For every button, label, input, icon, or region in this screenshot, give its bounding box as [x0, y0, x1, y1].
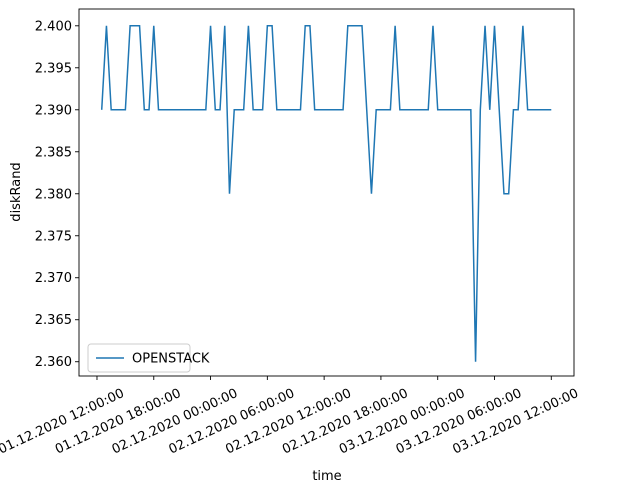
y-tick-label: 2.380: [35, 187, 72, 202]
y-tick-label: 2.365: [35, 313, 72, 328]
line: [100, 25, 552, 362]
y-tick-label: 2.400: [35, 19, 72, 34]
legend-box: [87, 343, 191, 373]
y-axis-label: diskRand: [9, 162, 24, 221]
plot-frame: [78, 8, 575, 377]
y-tick-label: 2.370: [35, 271, 72, 286]
y-tick-label: 2.360: [35, 355, 72, 370]
y-tick-label: 2.390: [35, 103, 72, 118]
x-axis-label: time: [312, 469, 341, 484]
y-tick-label: 2.385: [35, 145, 72, 160]
y-tick-label: 2.395: [35, 61, 72, 76]
legend-label: OPENSTACK: [132, 352, 210, 367]
y-tick-label: 2.375: [35, 229, 72, 244]
